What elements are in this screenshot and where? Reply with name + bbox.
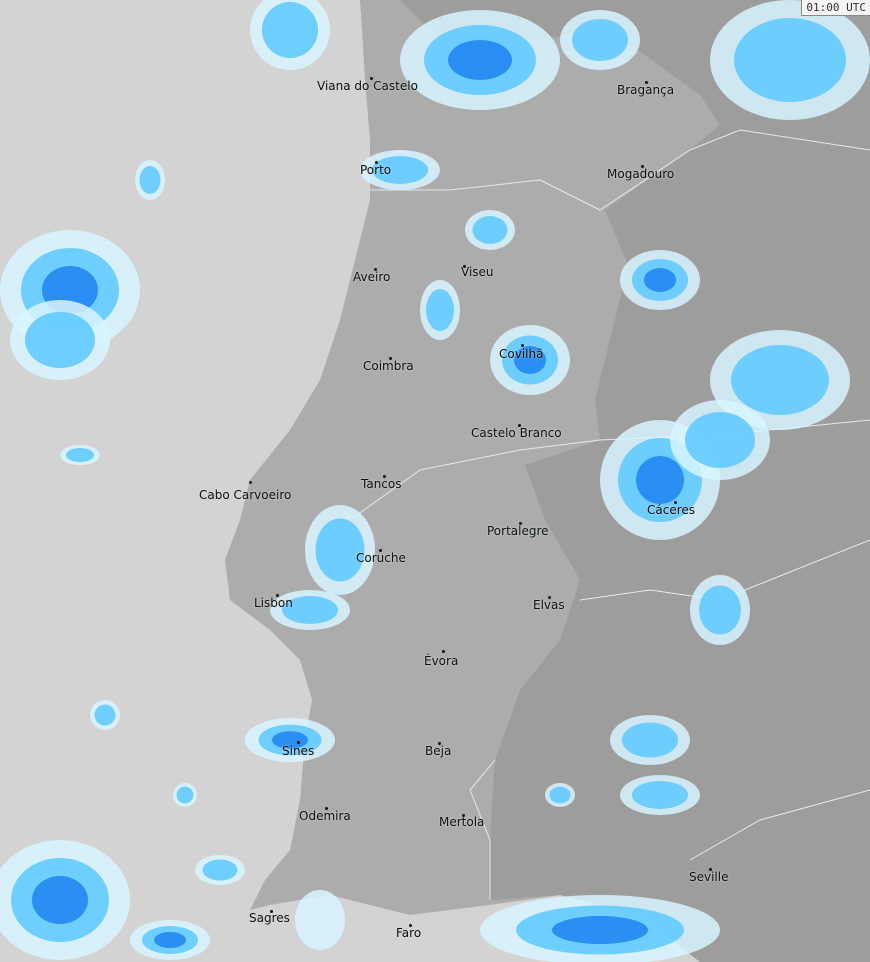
- city-label: Bragança: [617, 83, 675, 97]
- city-label: Cabo Carvoeiro: [199, 488, 292, 502]
- radar-echo: [622, 722, 678, 758]
- radar-echo: [176, 786, 194, 804]
- city-label: Mertola: [439, 815, 485, 829]
- city-dot: [276, 594, 279, 597]
- radar-echo: [272, 731, 308, 749]
- radar-echo: [262, 2, 318, 58]
- city-dot: [370, 77, 373, 80]
- city-dot: [383, 475, 386, 478]
- radar-echo: [472, 216, 508, 244]
- radar-echo: [572, 19, 628, 61]
- radar-echo: [734, 18, 846, 102]
- city-label: Sagres: [249, 911, 290, 925]
- city-dot: [674, 501, 677, 504]
- city-label: Coimbra: [363, 359, 414, 373]
- city-dot: [409, 924, 412, 927]
- city-dot: [379, 549, 382, 552]
- city-dot: [374, 268, 377, 271]
- city-label: Viseu: [461, 265, 494, 279]
- city-dot: [270, 910, 273, 913]
- city-dot: [518, 424, 521, 427]
- radar-echo: [154, 932, 186, 948]
- city-label: Coruche: [356, 551, 406, 565]
- city-label: Tancos: [361, 477, 402, 491]
- city-dot: [297, 741, 300, 744]
- city-dot: [645, 81, 648, 84]
- radar-echo: [315, 518, 365, 582]
- radar-echo: [139, 166, 161, 194]
- radar-echo: [66, 448, 94, 462]
- city-label: Portalegre: [487, 524, 549, 538]
- city-label: Covilhã: [499, 347, 544, 361]
- timestamp-label: 01:00 UTC: [801, 0, 870, 16]
- radar-echo: [632, 781, 688, 809]
- city-dot: [389, 357, 392, 360]
- radar-echo: [94, 704, 116, 726]
- city-dot: [442, 650, 445, 653]
- radar-echo: [636, 456, 684, 504]
- city-label: Aveiro: [353, 270, 391, 284]
- city-label: Faro: [396, 926, 422, 940]
- radar-echo: [644, 268, 676, 292]
- city-dot: [709, 868, 712, 871]
- radar-echo: [426, 289, 454, 331]
- border-line: [370, 129, 870, 211]
- city-dot: [249, 481, 252, 484]
- radar-echo: [549, 786, 571, 804]
- city-dot: [548, 596, 551, 599]
- city-label: Odemira: [299, 809, 351, 823]
- radar-echo: [448, 40, 512, 80]
- city-label: Beja: [425, 744, 452, 758]
- city-dot: [438, 742, 441, 745]
- city-dot: [641, 165, 644, 168]
- city-label: Évora: [424, 654, 459, 668]
- city-dot: [519, 522, 522, 525]
- city-dot: [375, 161, 378, 164]
- radar-echo: [25, 312, 95, 368]
- radar-echo: [514, 346, 546, 374]
- city-dot: [325, 807, 328, 810]
- radar-echo: [699, 585, 741, 635]
- radar-echo: [685, 412, 755, 468]
- radar-echo: [32, 876, 88, 924]
- radar-echo: [372, 156, 428, 184]
- radar-echo: [295, 890, 345, 950]
- city-label: Cáceres: [647, 503, 696, 517]
- city-label: Seville: [689, 870, 729, 884]
- city-label: Sines: [282, 744, 315, 758]
- radar-echo: [202, 859, 238, 881]
- city-label: Viana do Castelo: [317, 79, 418, 93]
- radar-echo: [282, 596, 338, 624]
- radar-echo: [731, 345, 829, 415]
- city-dot: [463, 265, 466, 268]
- city-label: Castelo Branco: [471, 426, 562, 440]
- city-dot: [462, 814, 465, 817]
- city-label: Elvas: [533, 598, 565, 612]
- city-dot: [521, 344, 524, 347]
- radar-echo: [552, 916, 648, 944]
- city-label: Porto: [360, 163, 392, 177]
- city-label: Lisbon: [254, 596, 293, 610]
- city-label: Mogadouro: [607, 167, 675, 181]
